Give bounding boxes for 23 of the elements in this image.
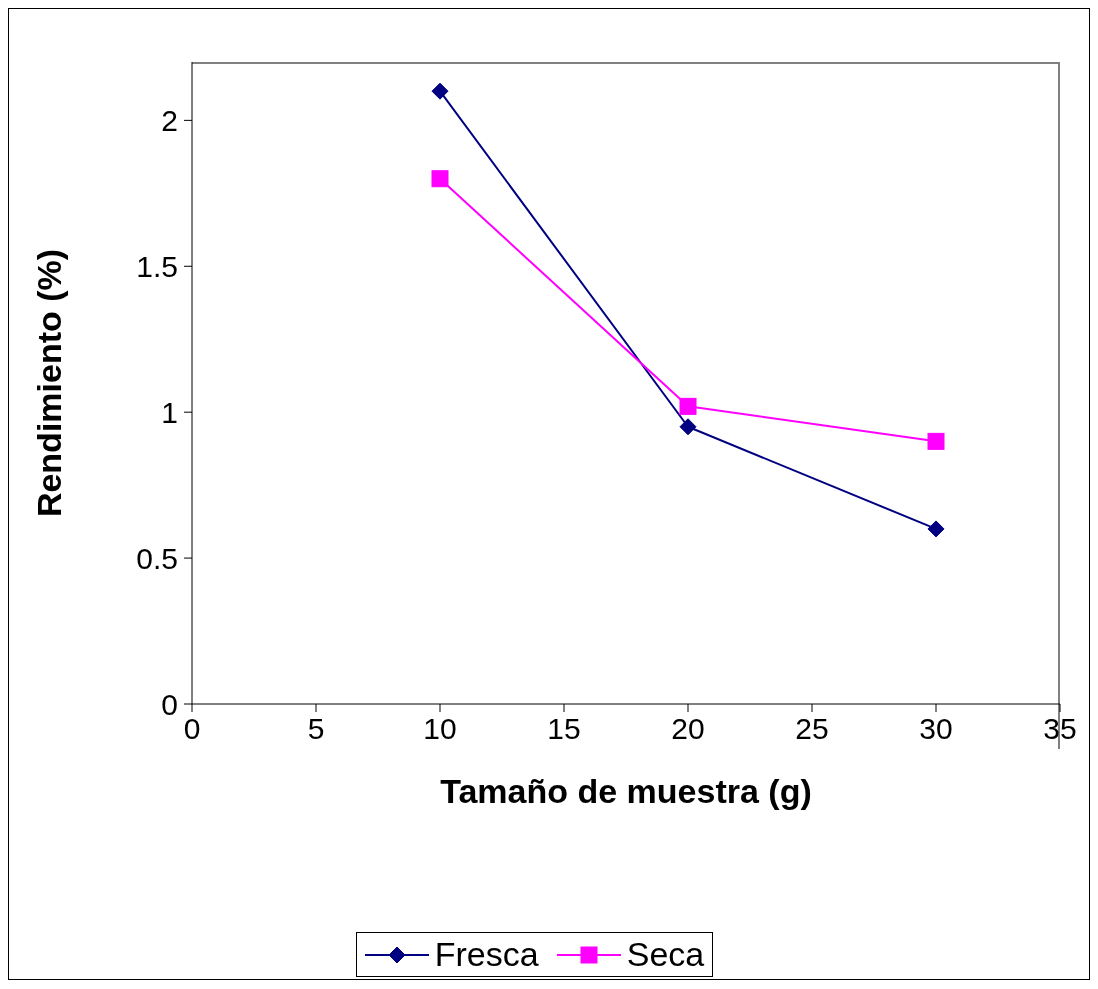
point xyxy=(927,520,945,538)
legend-label: Seca xyxy=(626,935,705,974)
point xyxy=(431,170,449,188)
legend-label: Fresca xyxy=(434,935,539,974)
x-tick-label: 5 xyxy=(307,712,325,746)
y-tick-label: 1.5 xyxy=(136,249,178,283)
point xyxy=(679,397,697,415)
x-tick-label: 20 xyxy=(671,712,705,746)
x-tick-label: 0 xyxy=(183,712,201,746)
point xyxy=(431,82,449,100)
y-tick-label: 0.5 xyxy=(136,541,178,575)
y-tick-label: 2 xyxy=(161,104,178,138)
point xyxy=(679,418,697,436)
x-axis-title: Tamaño de muestra (g) xyxy=(440,772,812,811)
x-tick-label: 10 xyxy=(423,712,457,746)
y-tick-label: 0 xyxy=(161,687,178,721)
x-tick-label: 25 xyxy=(795,712,829,746)
x-tick-label: 30 xyxy=(919,712,953,746)
x-tick-label: 35 xyxy=(1043,712,1077,746)
y-tick-label: 1 xyxy=(161,395,178,429)
y-axis-title: Rendimiento (%) xyxy=(30,248,69,518)
point xyxy=(927,432,945,450)
x-tick-label: 15 xyxy=(547,712,581,746)
